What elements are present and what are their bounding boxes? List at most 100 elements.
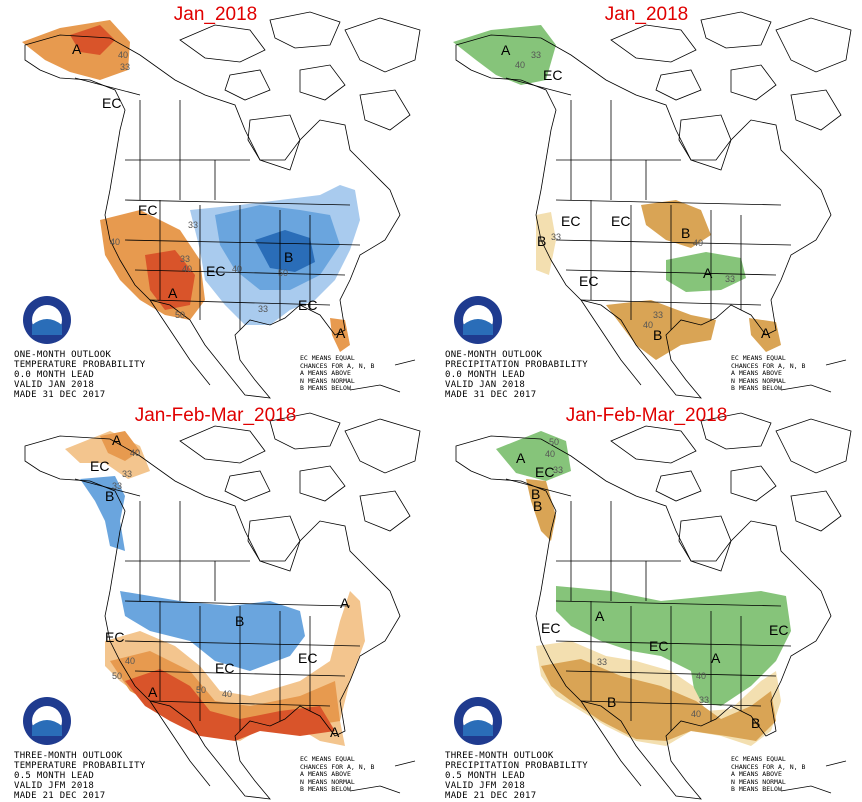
info-line: TEMPERATURE PROBABILITY <box>14 761 146 771</box>
map-label: 40 <box>130 448 140 458</box>
panel-title: Jan_2018 <box>604 4 689 25</box>
map-label: 33 <box>180 254 190 264</box>
map-label: 33 <box>112 481 122 491</box>
map-label: A <box>148 684 158 700</box>
info-line: MADE 21 DEC 2017 <box>445 791 537 801</box>
noaa-logo-icon <box>23 296 71 344</box>
legend-line: N MEANS NORMAL <box>731 777 786 786</box>
info-line: PRECIPITATION PROBABILITY <box>445 761 588 771</box>
info-line: VALID JAN 2018 <box>445 380 526 390</box>
map-label: 33 <box>122 469 132 479</box>
map-label: 33 <box>699 695 709 705</box>
map-label: B <box>235 613 244 629</box>
map-label: EC <box>206 263 225 279</box>
map-label: EC <box>541 620 560 636</box>
legend-line: B MEANS BELOW <box>731 384 782 392</box>
legend-line: CHANCES FOR A, N, B <box>731 762 806 771</box>
noaa-logo-icon <box>454 697 502 745</box>
region-dry <box>606 300 716 360</box>
map-label: A <box>703 265 713 281</box>
region-below <box>80 476 125 551</box>
map-label: B <box>751 715 760 731</box>
map-label: 33 <box>120 62 130 72</box>
legend-line: EC MEANS EQUAL <box>731 354 786 362</box>
info-line: 0.5 MONTH LEAD <box>445 771 526 781</box>
map-label: EC <box>769 622 788 638</box>
map-label: B <box>284 249 293 265</box>
legend-line: EC MEANS EQUAL <box>731 755 786 763</box>
region-dry-mid <box>541 659 776 741</box>
info-block: THREE-MONTH OUTLOOK TEMPERATURE PROBABILI… <box>14 751 146 801</box>
legend-line: CHANCES FOR A, N, B <box>731 361 806 370</box>
legend-line: EC MEANS EQUAL <box>300 354 355 362</box>
map-label: B <box>537 233 546 249</box>
map-label: A <box>72 41 82 57</box>
map-label: A <box>340 595 350 611</box>
map-label: EC <box>298 650 317 666</box>
legend-line: B MEANS BELOW <box>300 384 351 392</box>
legend-line: A MEANS ABOVE <box>300 770 351 778</box>
region-below <box>120 591 305 671</box>
map-label: EC <box>579 273 598 289</box>
info-line: 0.0 MONTH LEAD <box>445 370 526 380</box>
legend-line: A MEANS ABOVE <box>731 369 782 377</box>
map-label: EC <box>535 464 554 480</box>
info-line: ONE-MONTH OUTLOOK <box>445 350 543 360</box>
region-above <box>330 318 350 352</box>
info-line: MADE 31 DEC 2017 <box>14 390 106 400</box>
map-label: 40 <box>696 671 706 681</box>
panel-title: Jan-Feb-Mar_2018 <box>134 405 297 426</box>
map-label: 33 <box>258 304 268 314</box>
legend-line: B MEANS BELOW <box>300 785 351 793</box>
map-label: A <box>501 42 511 58</box>
info-block: ONE-MONTH OUTLOOK PRECIPITATION PROBABILI… <box>445 350 588 400</box>
map-label: 33 <box>188 220 198 230</box>
legend-line: A MEANS ABOVE <box>731 770 782 778</box>
region-above-mid <box>100 431 140 461</box>
legend-line: CHANCES FOR A, N, B <box>300 762 375 771</box>
map-label: B <box>533 498 542 514</box>
panel-temp-jfm: A 40 EC 33 B 33 B EC 40 50 A 50 40 EC EC… <box>0 401 431 802</box>
info-line: THREE-MONTH OUTLOOK <box>14 751 123 761</box>
legend-line: B MEANS BELOW <box>731 785 782 793</box>
map-label: EC <box>215 660 234 676</box>
legend-line: N MEANS NORMAL <box>300 777 355 786</box>
legend-line: N MEANS NORMAL <box>300 376 355 385</box>
outlook-map: A 40 33 EC EC B 33 EC B 40 EC A 33 33 40… <box>453 11 852 399</box>
map-label: 40 <box>222 689 232 699</box>
map-label: B <box>531 486 540 502</box>
panel-title: Jan-Feb-Mar_2018 <box>565 405 728 426</box>
info-line: VALID JAN 2018 <box>14 380 95 390</box>
legend-line: A MEANS ABOVE <box>300 369 351 377</box>
map-label: 33 <box>653 310 663 320</box>
panel-precip-jan: A 40 33 EC EC B 33 EC B 40 EC A 33 33 40… <box>431 0 862 401</box>
map-label: EC <box>102 95 121 111</box>
map-label: 40 <box>691 709 701 719</box>
region-above-dark <box>125 669 335 741</box>
outlook-map: A 40 33 EC EC 40 33 40 A EC 50 33 B 40 5… <box>22 11 421 399</box>
map-label: 33 <box>725 274 735 284</box>
map-label: 40 <box>693 238 703 248</box>
map-label: 40 <box>110 237 120 247</box>
legend-line: N MEANS NORMAL <box>731 376 786 385</box>
map-label: A <box>761 325 771 341</box>
map-label: 40 <box>545 449 555 459</box>
info-line: VALID JFM 2018 <box>14 781 95 791</box>
region-below-dark <box>255 230 315 272</box>
map-label: EC <box>649 638 668 654</box>
map-label: A <box>516 450 526 466</box>
info-block: THREE-MONTH OUTLOOK PRECIPITATION PROBABI… <box>445 751 588 801</box>
map-label: 33 <box>597 657 607 667</box>
map-label: EC <box>611 213 630 229</box>
map-label: 50 <box>196 685 206 695</box>
region-wet <box>453 25 556 85</box>
info-line: 0.0 MONTH LEAD <box>14 370 95 380</box>
info-line: MADE 21 DEC 2017 <box>14 791 106 801</box>
map-label: 40 <box>118 50 128 60</box>
map-label: 33 <box>553 465 563 475</box>
map-label: A <box>112 432 122 448</box>
